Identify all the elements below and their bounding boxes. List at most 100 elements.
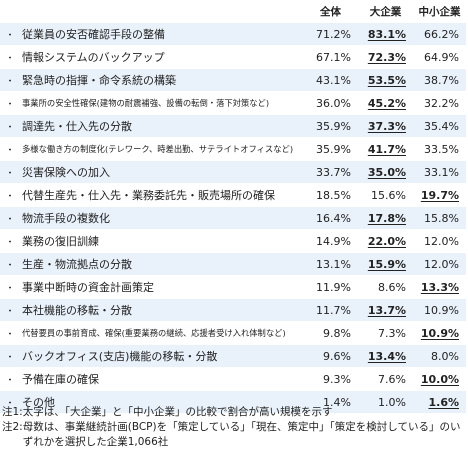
cell-all: 18.5%: [303, 183, 358, 207]
row-bullet: ・: [0, 252, 20, 276]
cell-large: 15.6%: [358, 183, 413, 207]
row-label: 物流手段の複数化: [20, 206, 303, 230]
table-body: ・従業員の安否確認手段の整備 71.2% 83.1% 66.2% ・情報システムのバック…: [0, 22, 466, 413]
cell-all: 9.8%: [303, 321, 358, 345]
row-label: 緊急時の指揮・命令系統の構築: [20, 68, 303, 92]
cell-sme: 10.9%: [413, 321, 466, 345]
cell-sme-value: 10.0%: [420, 372, 459, 386]
row-bullet: ・: [0, 344, 20, 368]
row-label: 災害保険への加入: [20, 160, 303, 184]
cell-all: 35.9%: [303, 137, 358, 161]
cell-all-value: 18.5%: [316, 188, 351, 202]
cell-sme-value: 8.0%: [431, 349, 459, 363]
cell-sme-value: 10.9%: [420, 326, 459, 340]
cell-sme: 1.6%: [413, 390, 466, 413]
cell-sme: 10.0%: [413, 367, 466, 391]
footnote-1: 注1: 太字は、「大企業」と「中小企業」の比較で割合が高い規模を示す: [2, 405, 464, 420]
cell-sme-value: 35.4%: [424, 119, 459, 133]
row-bullet: ・: [0, 183, 20, 207]
footnote-1-text: 太字は、「大企業」と「中小企業」の比較で割合が高い規模を示す: [22, 406, 333, 418]
cell-sme-value: 15.8%: [424, 211, 459, 225]
table-row: ・業務の復旧訓練 14.9% 22.0% 12.0%: [0, 229, 466, 253]
row-bullet: ・: [0, 206, 20, 230]
cell-large: 13.7%: [358, 298, 413, 322]
row-label: 従業員の安否確認手段の整備: [20, 22, 303, 46]
table-row: ・事業所の安全性確保(建物の耐震補強、設備の転倒・落下対策など) 36.0% 45.…: [0, 91, 466, 115]
cell-large-value: 45.2%: [367, 96, 406, 110]
cell-large: 7.6%: [358, 367, 413, 391]
cell-large-value: 15.9%: [367, 257, 406, 271]
cell-sme: 32.2%: [413, 91, 466, 115]
cell-sme-value: 33.5%: [424, 142, 459, 156]
footnote-2-text: 母数は、事業継続計画(BCP)を「策定している」「現在、策定中」「策定を検討して…: [22, 421, 461, 448]
cell-sme-value: 66.2%: [424, 27, 459, 41]
cell-sme: 33.5%: [413, 137, 466, 161]
cell-sme-value: 38.7%: [424, 73, 459, 87]
cell-large: 72.3%: [358, 45, 413, 69]
cell-large: 41.7%: [358, 137, 413, 161]
row-label: 事業所の安全性確保(建物の耐震補強、設備の転倒・落下対策など): [20, 91, 303, 115]
cell-all: 1.4%: [303, 390, 358, 413]
header-sme: 中小企業: [418, 5, 461, 18]
cell-sme: 33.1%: [413, 160, 466, 184]
cell-large: 35.0%: [358, 160, 413, 184]
cell-large: 22.0%: [358, 229, 413, 253]
table-header-row: 全体 大企業 中小企業: [0, 0, 466, 23]
cell-all: 35.9%: [303, 114, 358, 138]
table-row: ・調達先・仕入先の分散 35.9% 37.3% 35.4%: [0, 114, 466, 138]
cell-all: 71.2%: [303, 22, 358, 46]
cell-all-value: 67.1%: [316, 50, 351, 64]
footnote-2-tag: 注2:: [2, 421, 23, 433]
row-label: 本社機能の移転・分散: [20, 298, 303, 322]
cell-sme: 38.7%: [413, 68, 466, 92]
cell-all: 36.0%: [303, 91, 358, 115]
table-row: ・その他 1.4% 1.0% 1.6%: [0, 390, 466, 413]
cell-large-value: 83.1%: [367, 27, 406, 41]
header-large: 大企業: [369, 5, 402, 18]
cell-large-value: 37.3%: [367, 119, 406, 133]
cell-sme: 12.0%: [413, 252, 466, 276]
row-label: 事業中断時の資金計画策定: [20, 275, 303, 299]
table-row: ・物流手段の複数化 16.4% 17.8% 15.8%: [0, 206, 466, 230]
cell-sme-value: 13.3%: [420, 280, 459, 294]
row-bullet: ・: [0, 22, 20, 46]
row-bullet: ・: [0, 275, 20, 299]
cell-all-value: 13.1%: [316, 257, 351, 271]
row-bullet: ・: [0, 45, 20, 69]
cell-large: 17.8%: [358, 206, 413, 230]
cell-sme-value: 1.6%: [428, 395, 459, 409]
cell-large: 45.2%: [358, 91, 413, 115]
cell-all-value: 16.4%: [316, 211, 351, 225]
table-row: ・バックオフィス(支店)機能の移転・分散 9.6% 13.4% 8.0%: [0, 344, 466, 368]
cell-all-value: 9.8%: [323, 326, 351, 340]
cell-large: 7.3%: [358, 321, 413, 345]
cell-sme: 19.7%: [413, 183, 466, 207]
row-bullet: ・: [0, 91, 20, 115]
cell-sme: 12.0%: [413, 229, 466, 253]
cell-large-value: 1.0%: [378, 395, 406, 409]
cell-all-value: 11.9%: [316, 280, 351, 294]
cell-all: 67.1%: [303, 45, 358, 69]
row-label: 多様な働き方の制度化(テレワーク、時差出勤、サテライトオフィスなど): [20, 137, 303, 161]
cell-sme-value: 33.1%: [424, 165, 459, 179]
cell-large-value: 72.3%: [367, 50, 406, 64]
cell-large: 8.6%: [358, 275, 413, 299]
row-label: 代替要員の事前育成、確保(重要業務の継続、応援者受け入れ体制など): [20, 321, 303, 345]
cell-large-value: 17.8%: [367, 211, 406, 225]
table-row: ・代替要員の事前育成、確保(重要業務の継続、応援者受け入れ体制など) 9.8% 7.…: [0, 321, 466, 345]
cell-large-value: 7.6%: [378, 372, 406, 386]
table-row: ・代替生産先・仕入先・業務委託先・販売場所の確保 18.5% 15.6% 19.7%: [0, 183, 466, 207]
cell-all-value: 35.9%: [316, 119, 351, 133]
header-blank: [0, 0, 20, 23]
cell-all: 14.9%: [303, 229, 358, 253]
cell-all: 9.6%: [303, 344, 358, 368]
cell-large-value: 41.7%: [367, 142, 406, 156]
table-row: ・本社機能の移転・分散 11.7% 13.7% 10.9%: [0, 298, 466, 322]
cell-sme: 66.2%: [413, 22, 466, 46]
row-bullet: ・: [0, 160, 20, 184]
cell-large-value: 7.3%: [378, 326, 406, 340]
row-label: その他: [20, 390, 303, 413]
table-row: ・情報システムのバックアップ 67.1% 72.3% 64.9%: [0, 45, 466, 69]
cell-large: 15.9%: [358, 252, 413, 276]
